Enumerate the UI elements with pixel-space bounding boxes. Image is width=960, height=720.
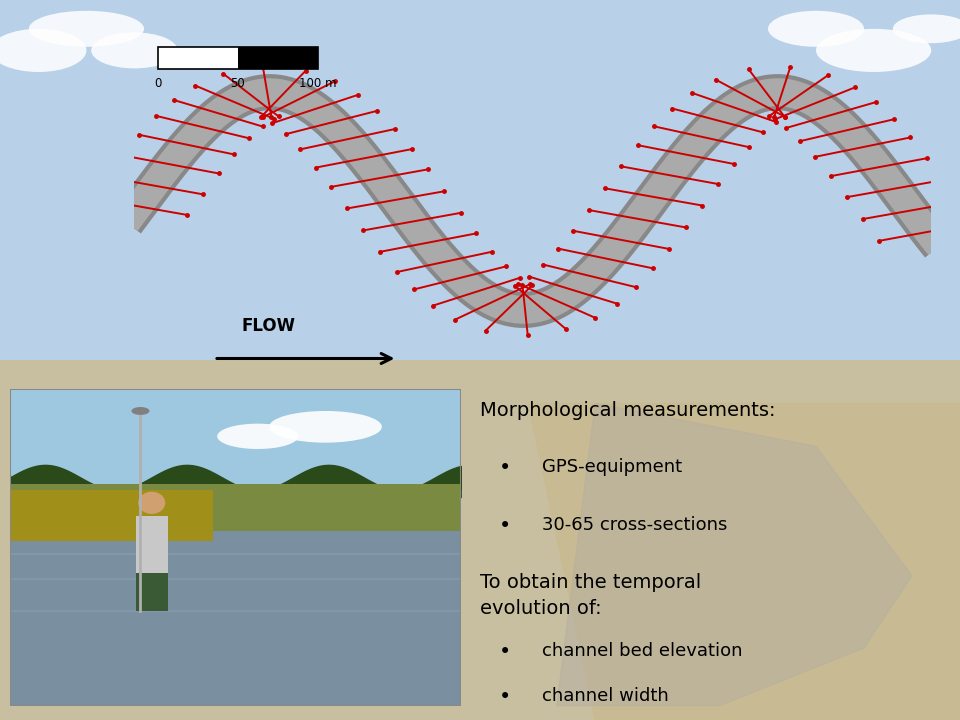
Bar xyxy=(0,360,960,720)
Ellipse shape xyxy=(138,492,165,514)
Text: •: • xyxy=(499,459,512,479)
Ellipse shape xyxy=(893,14,960,43)
Bar xyxy=(10,389,461,516)
Polygon shape xyxy=(528,403,960,720)
Polygon shape xyxy=(557,403,912,706)
Polygon shape xyxy=(136,572,167,611)
Bar xyxy=(158,48,318,69)
Text: 100 m: 100 m xyxy=(299,76,336,89)
Ellipse shape xyxy=(269,411,382,443)
Bar xyxy=(10,490,212,541)
Text: 50: 50 xyxy=(230,76,246,89)
Text: To obtain the temporal
evolution of:: To obtain the temporal evolution of: xyxy=(480,572,701,618)
Text: •: • xyxy=(499,687,512,706)
Text: Morphological measurements:: Morphological measurements: xyxy=(480,402,776,420)
Bar xyxy=(10,484,461,547)
Text: FLOW: FLOW xyxy=(242,317,296,335)
Ellipse shape xyxy=(29,11,144,47)
Text: channel width: channel width xyxy=(542,687,669,705)
Ellipse shape xyxy=(91,32,178,68)
Text: •: • xyxy=(499,516,512,536)
Ellipse shape xyxy=(132,407,150,415)
Ellipse shape xyxy=(217,423,299,449)
Bar xyxy=(238,48,318,69)
Text: GPS-equipment: GPS-equipment xyxy=(542,459,683,477)
Text: 0: 0 xyxy=(155,76,162,89)
Ellipse shape xyxy=(816,29,931,72)
Text: •: • xyxy=(499,642,512,662)
Bar xyxy=(10,531,461,706)
Text: channel bed elevation: channel bed elevation xyxy=(542,642,743,660)
Text: 30-65 cross-sections: 30-65 cross-sections xyxy=(542,516,728,534)
Polygon shape xyxy=(136,516,167,611)
Ellipse shape xyxy=(768,11,864,47)
Ellipse shape xyxy=(0,29,86,72)
